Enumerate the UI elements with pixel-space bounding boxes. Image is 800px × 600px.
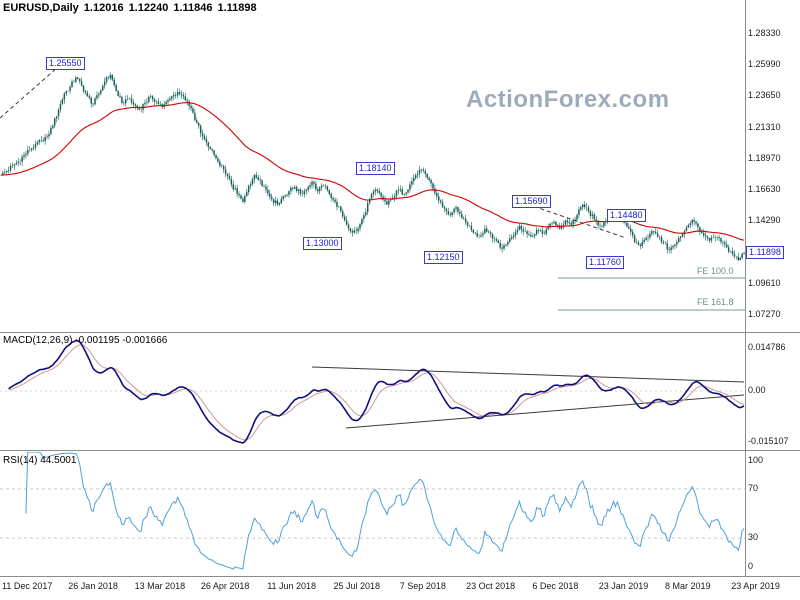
rsi-axis-label: 100 [748,455,764,465]
macd-indicator-label: MACD(12,26,9) -0.001195 -0.001666 [3,335,168,346]
macd-chart-canvas[interactable] [0,333,745,450]
price-axis-label: 1.07270 [748,309,781,319]
ohlc-open-value: 1.12016 [83,2,124,14]
date-axis-label: 26 Jan 2018 [68,581,118,591]
price-level-flag: 1.15690 [512,195,551,208]
current-price-tag: 1.11898 [746,246,784,259]
price-axis-label: 1.18970 [748,153,781,163]
price-level-flag: 1.14480 [607,209,646,222]
macd-axis-label: -0.015107 [748,436,789,446]
panel-separator [0,332,800,333]
price-axis-label: 1.28330 [748,28,781,38]
ohlc-close-value: 1.11898 [217,2,257,14]
ohlc-low-value: 1.11846 [173,2,213,14]
price-level-flag: 1.12150 [424,251,463,264]
price-axis-separator [745,0,746,576]
price-axis-label: 1.09610 [748,278,781,288]
price-level-flag: 1.11760 [586,256,624,269]
price-axis-label: 1.21310 [748,122,781,132]
date-axis-label: 7 Sep 2018 [399,581,446,591]
symbol-timeframe-label: EURUSD,Daily [3,2,79,14]
watermark: ActionForex.com [466,86,670,113]
date-axis-label: 13 Mar 2018 [134,581,186,591]
rsi-chart-canvas[interactable] [0,452,745,576]
macd-axis-label: 0.00 [748,385,766,395]
rsi-axis-label: 30 [748,532,759,542]
chart-title: EURUSD,Daily 1.12016 1.12240 1.11846 1.11898 [3,2,262,14]
date-axis-label: 23 Jan 2019 [598,581,649,591]
price-axis-label: 1.23650 [748,90,781,100]
date-axis-label: 8 Mar 2019 [665,581,711,591]
fibonacci-extension-label: FE 161.8 [697,297,734,307]
date-axis-label: 11 Jun 2018 [267,581,317,591]
price-axis-label: 1.14290 [748,215,781,225]
price-axis-label: 1.25990 [748,59,781,69]
date-axis-label: 26 Apr 2018 [200,581,250,591]
date-axis-label: 11 Dec 2017 [2,581,53,591]
rsi-axis-label: 0 [748,561,754,571]
price-axis-label: 1.16630 [748,184,781,194]
panel-separator [0,450,800,451]
price-level-flag: 1.25550 [46,57,85,70]
fibonacci-extension-label: FE 100.0 [697,266,734,276]
date-axis-label: 25 Jul 2018 [333,581,381,591]
price-level-flag: 1.13000 [303,237,342,250]
date-axis-label: 23 Apr 2019 [731,581,780,591]
price-chart-canvas[interactable] [0,0,745,332]
date-axis-label: 23 Oct 2018 [466,581,516,591]
panel-separator [0,576,800,577]
price-level-flag: 1.18140 [356,162,395,175]
macd-axis-label: 0.014786 [748,342,786,352]
rsi-axis-label: 70 [748,483,759,493]
date-axis-label: 6 Dec 2018 [532,581,579,591]
ohlc-high-value: 1.12240 [128,2,169,14]
rsi-indicator-label: RSI(14) 44.5001 [3,455,77,466]
